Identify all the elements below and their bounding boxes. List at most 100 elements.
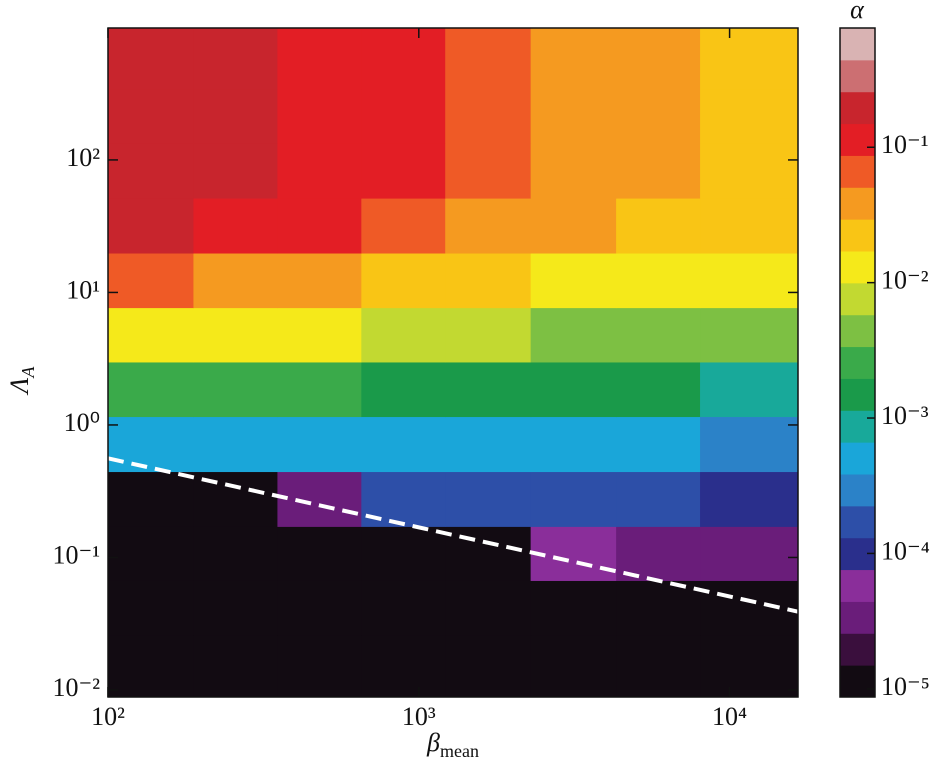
contour-cell <box>700 471 799 527</box>
contour-cell <box>277 471 362 527</box>
contour-cell <box>193 88 278 144</box>
contour-cell <box>700 198 799 254</box>
contour-cell <box>361 416 446 473</box>
contour-cell <box>700 580 799 636</box>
contour-cell <box>277 526 362 581</box>
contour-cell <box>700 307 799 363</box>
contour-cell <box>193 198 278 254</box>
colorbar-frame <box>839 27 876 698</box>
colorbar-band <box>840 282 875 316</box>
contour-cell <box>108 526 194 581</box>
contour-cell <box>616 307 701 363</box>
contour-cell <box>108 635 194 698</box>
contour-cell <box>361 88 446 144</box>
y-tick-label: 10⁻² <box>52 673 100 702</box>
contour-cell <box>530 580 617 636</box>
colorbar-band <box>840 442 875 475</box>
contour-cell <box>445 253 532 309</box>
contour-cell <box>530 361 617 418</box>
contour-cell <box>445 361 532 418</box>
y-axis-label: ΛA <box>5 366 38 397</box>
x-tick-label: 10³ <box>402 702 436 731</box>
contour-cell <box>108 361 194 418</box>
contour-cell <box>616 88 701 144</box>
y-label-symbol: Λ <box>5 377 34 396</box>
contour-cell <box>700 361 799 418</box>
contour-cell <box>700 88 799 144</box>
contour-cell <box>616 580 701 636</box>
contour-cell <box>361 580 446 636</box>
x-label-symbol: β <box>426 728 440 757</box>
contour-cell <box>530 88 617 144</box>
contour-cell <box>277 143 362 199</box>
contour-cell <box>361 253 446 309</box>
colorbar-band <box>840 155 875 188</box>
colorbar-tick-label: 10⁻³ <box>881 401 929 430</box>
colorbar-label: α <box>850 0 865 24</box>
x-tick-label: 10² <box>91 702 125 731</box>
colorbar-band <box>840 346 875 379</box>
colorbar-band <box>840 59 875 93</box>
contour-cell <box>616 253 701 309</box>
contour-cell <box>530 307 617 363</box>
contour-cell <box>616 198 701 254</box>
contour-cell <box>108 307 194 363</box>
contour-cell <box>445 471 532 527</box>
contour-cell <box>530 198 617 254</box>
colorbar-band <box>840 474 875 507</box>
contour-cell <box>361 307 446 363</box>
colorbar-band <box>840 633 875 666</box>
contour-cell <box>277 580 362 636</box>
contour-cell <box>193 635 278 698</box>
colorbar-band <box>840 187 875 220</box>
contour-cell <box>700 526 799 581</box>
contour-cell <box>193 361 278 418</box>
x-axis-label: βmean <box>426 728 479 761</box>
y-tick-label: 10¹ <box>66 275 100 304</box>
contour-cell <box>193 253 278 309</box>
colorbar-band <box>840 601 875 634</box>
colorbar-tick-label: 10⁻⁴ <box>881 536 930 565</box>
colorbar-band <box>840 28 875 61</box>
contour-cell <box>530 143 617 199</box>
contour-cell <box>277 88 362 144</box>
boundary-line <box>107 456 799 614</box>
contour-cell <box>445 198 532 254</box>
contour-cell <box>445 416 532 473</box>
contour-cell <box>361 635 446 698</box>
colorbar-band <box>840 505 875 539</box>
colorbar-band <box>840 91 875 125</box>
contour-cell <box>530 471 617 527</box>
contour-cell <box>193 307 278 363</box>
colorbar-tick-label: 10⁻² <box>881 266 929 295</box>
contour-cell <box>277 635 362 698</box>
x-label-subscript: mean <box>440 741 479 761</box>
contour-cell <box>361 143 446 199</box>
colorbar-tick-label: 10⁻¹ <box>881 130 929 159</box>
y-tick-label: 10² <box>66 143 100 172</box>
contour-cell <box>361 198 446 254</box>
colorbar-tick-label: 10⁻⁵ <box>881 672 930 701</box>
contour-cell <box>700 28 799 90</box>
contour-cell <box>445 307 532 363</box>
contour-cell <box>277 198 362 254</box>
contour-cell <box>530 28 617 90</box>
contour-cell <box>445 88 532 144</box>
contour-cell <box>193 143 278 199</box>
y-tick-label: 10⁻¹ <box>52 540 100 569</box>
colorbar-band <box>840 123 875 156</box>
colorbar-band <box>840 219 875 252</box>
contour-cell <box>616 416 701 473</box>
contour-cell <box>530 416 617 473</box>
contour-cell <box>277 416 362 473</box>
contour-cell <box>108 143 194 199</box>
contour-cell <box>445 526 532 581</box>
contour-cell <box>277 307 362 363</box>
y-tick-label: 10⁰ <box>64 408 100 437</box>
y-label-subscript: A <box>18 366 38 379</box>
contour-cell <box>700 253 799 309</box>
contour-cell <box>108 253 194 309</box>
colorbar-band <box>840 251 875 284</box>
contour-cell <box>616 526 701 581</box>
